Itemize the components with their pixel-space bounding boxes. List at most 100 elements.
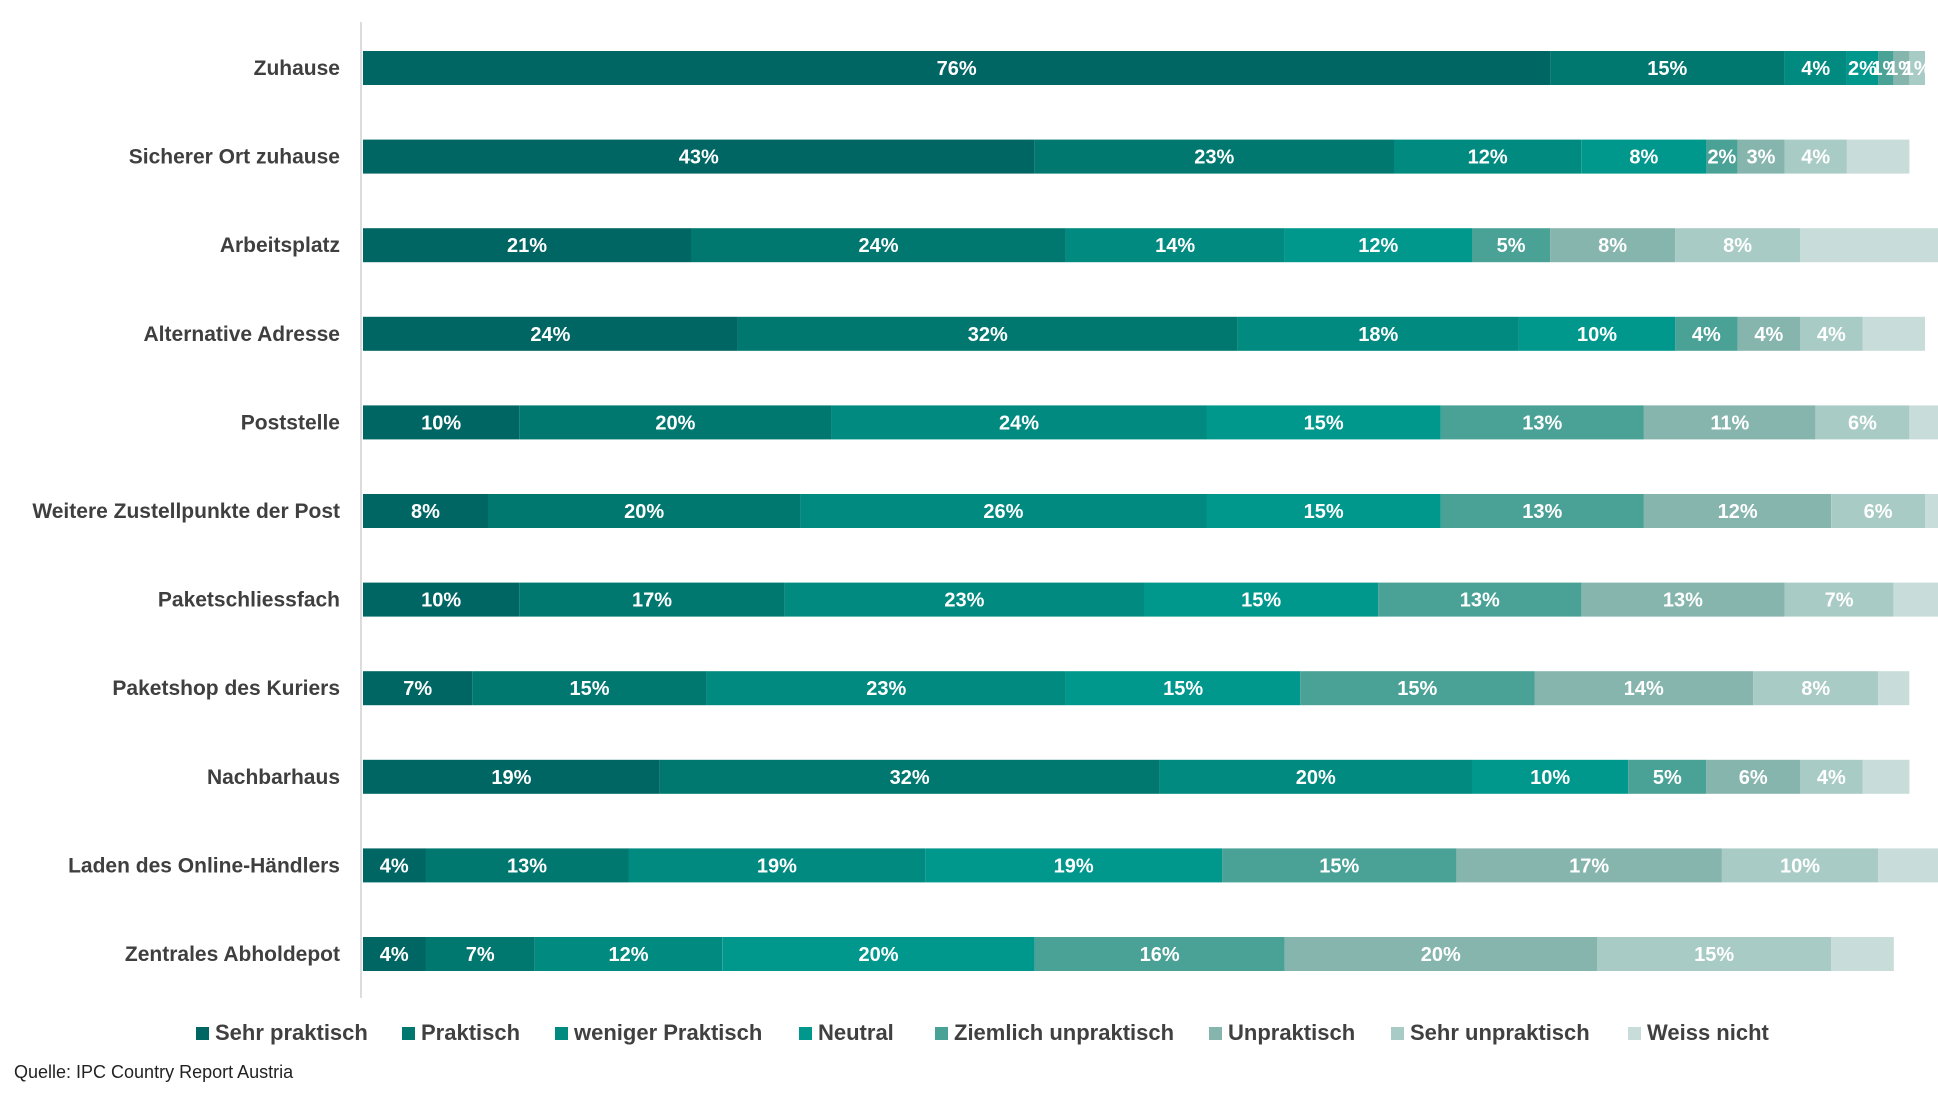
bar-segment — [1581, 582, 1785, 617]
bar-segment — [1237, 316, 1519, 351]
data-label: 5% — [1653, 767, 1682, 789]
bar-segment — [1862, 316, 1925, 351]
bar-segment — [1440, 405, 1644, 440]
bar-segment — [1846, 51, 1879, 85]
data-label: 15% — [1397, 678, 1437, 700]
bar-segment — [1737, 139, 1785, 174]
data-label: 12% — [1358, 235, 1398, 257]
data-label: 18% — [1358, 324, 1398, 346]
data-label: 4% — [1817, 324, 1846, 346]
category-label: Poststelle — [241, 411, 340, 434]
bar-segment — [1597, 937, 1832, 971]
data-label: 4% — [1801, 147, 1830, 169]
bar-segment — [1034, 937, 1285, 971]
bar-segment — [519, 405, 832, 440]
data-label: 76% — [937, 58, 977, 80]
bar-segment — [722, 937, 1035, 971]
bar-segment — [1628, 759, 1707, 794]
legend-swatch — [402, 1027, 415, 1040]
bar-segment — [1721, 848, 1879, 883]
bar-segment — [1706, 759, 1800, 794]
bar-segment — [1800, 316, 1863, 351]
data-label: 13% — [1663, 590, 1703, 612]
bar-segment — [1784, 51, 1847, 85]
data-label: 4% — [1692, 324, 1721, 346]
bar-segment — [488, 494, 801, 528]
data-label: 8% — [411, 501, 440, 523]
category-label: Sicherer Ort zuhause — [129, 146, 340, 169]
source-note: Quelle: IPC Country Report Austria — [14, 1062, 294, 1082]
data-label: 12% — [608, 944, 648, 966]
bar-segment — [628, 848, 926, 883]
data-label: 15% — [1241, 590, 1281, 612]
bar-segment — [1815, 405, 1910, 440]
bar-segment — [363, 759, 660, 794]
bar-segment — [1206, 405, 1441, 440]
bar-segment — [1846, 139, 1910, 174]
data-label: 2% — [1848, 58, 1877, 80]
bar-segment — [1222, 848, 1457, 883]
bar-segment — [1643, 405, 1816, 440]
data-label: 15% — [1694, 944, 1734, 966]
bar-segment — [1925, 494, 1938, 528]
bar-segment — [519, 582, 785, 617]
legend-label: Neutral — [818, 1020, 894, 1045]
category-label: Zuhause — [254, 57, 340, 80]
data-label: 17% — [1569, 855, 1609, 877]
data-label: 19% — [491, 767, 531, 789]
legend-swatch — [1209, 1027, 1222, 1040]
bar-segment — [1550, 51, 1785, 85]
bar-segment — [1784, 582, 1894, 617]
data-label: 15% — [1304, 501, 1344, 523]
bar-segment — [1831, 937, 1894, 971]
bar-segment — [1206, 494, 1441, 528]
data-label: 15% — [1163, 678, 1203, 700]
bar-segment — [1737, 316, 1801, 351]
legend-swatch — [1391, 1027, 1404, 1040]
bar-segment — [1065, 228, 1285, 263]
data-label: 15% — [569, 678, 609, 700]
bar-segment — [1675, 316, 1738, 351]
bar-segment — [659, 759, 1160, 794]
bar-segment — [1472, 228, 1551, 263]
data-label: 17% — [632, 590, 672, 612]
data-label: 20% — [858, 944, 898, 966]
data-label: 12% — [1468, 147, 1508, 169]
category-label: Paketschliessfach — [158, 589, 340, 612]
bar-segment — [1878, 848, 1938, 883]
bar-segment — [363, 228, 691, 263]
data-label: 13% — [1522, 412, 1562, 434]
legend-swatch — [555, 1027, 568, 1040]
bar-segment — [1378, 582, 1582, 617]
bar-segment — [925, 848, 1223, 883]
bar-segment — [425, 848, 629, 883]
bar-segment — [425, 937, 535, 971]
bar-segment — [1831, 494, 1925, 528]
data-label: 14% — [1624, 678, 1664, 700]
data-label: 24% — [999, 412, 1039, 434]
data-label: 26% — [983, 501, 1023, 523]
data-label: 21% — [507, 235, 547, 257]
data-label: 8% — [1629, 147, 1658, 169]
data-label: 7% — [466, 944, 495, 966]
data-label: 8% — [1723, 235, 1752, 257]
data-label: 32% — [968, 324, 1008, 346]
legend-label: weniger Praktisch — [573, 1020, 762, 1045]
data-label: 8% — [1598, 235, 1627, 257]
bar-segment — [363, 316, 738, 351]
bar-segment — [737, 316, 1238, 351]
bar-segment — [1581, 139, 1707, 174]
legend-label: Weiss nicht — [1647, 1020, 1770, 1045]
category-label: Weitere Zustellpunkte der Post — [32, 500, 340, 523]
legend-label: Ziemlich unpraktisch — [954, 1020, 1174, 1045]
data-label: 1% — [1903, 58, 1932, 80]
data-label: 15% — [1319, 855, 1359, 877]
bar-segment — [1893, 51, 1910, 85]
bar-segment — [1550, 228, 1676, 263]
data-label: 12% — [1718, 501, 1758, 523]
category-label: Paketshop des Kuriers — [112, 677, 340, 700]
bar-segment — [1456, 848, 1722, 883]
bar-segment — [1518, 316, 1676, 351]
category-label: Alternative Adresse — [144, 323, 340, 346]
